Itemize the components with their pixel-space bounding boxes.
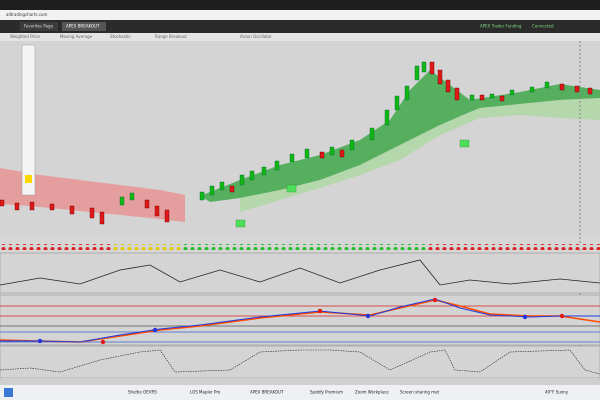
signal-boxes (235, 139, 470, 228)
tab[interactable] (20, 22, 58, 31)
green-cloud (200, 70, 600, 202)
taskbar-item[interactable]: Screen sharing met (400, 390, 440, 395)
browser-tabs (0, 0, 600, 10)
tab-label: APEX BREAKOUT (66, 24, 100, 29)
address-bar[interactable] (0, 10, 600, 20)
taskbar-item[interactable]: APEX BREAKOUT (250, 390, 284, 395)
time-axis (0, 378, 600, 385)
taskbar-item[interactable]: Zoom Workplace (355, 390, 389, 395)
bull-candles (119, 61, 550, 206)
indicator[interactable]: Range Breakout (155, 34, 187, 39)
address: alltradingcharts.com (6, 12, 47, 17)
indicator[interactable]: Weighted Price (10, 34, 41, 39)
indicator[interactable]: Moving Average (60, 34, 93, 39)
weather: 49°F Sunny (545, 390, 569, 395)
taskbar-item[interactable]: Sheltie OEVRS (128, 390, 157, 395)
red-dots (0, 244, 112, 250)
taskbar-item[interactable]: LOS Mapler Pro (190, 390, 221, 395)
red-dots (427, 244, 600, 250)
tab-label: Favorites Page (24, 24, 54, 29)
status: Connected (532, 24, 554, 29)
lower-cloud (240, 98, 600, 212)
fast-line (0, 298, 600, 343)
account: APEX Trader Funding (480, 24, 522, 29)
momentum-panel (0, 294, 600, 346)
tab[interactable] (62, 22, 106, 31)
taskbar-item[interactable]: Spotify Premium (310, 390, 343, 395)
yellow-dots (112, 244, 182, 250)
indicator[interactable]: Stochastic (110, 34, 131, 39)
stochastic-line (0, 349, 600, 375)
cross-dots (37, 297, 565, 345)
color-swatch[interactable] (25, 175, 32, 183)
app-toolbar (0, 20, 600, 33)
oscillator-panel (0, 252, 600, 294)
stochastic-panel (0, 345, 600, 379)
taskbar (0, 385, 600, 400)
indicator-bar (0, 33, 600, 41)
indicator[interactable]: Aroon Oscillator (240, 34, 272, 39)
oscillator-line (0, 259, 600, 286)
bear-candles (0, 61, 593, 225)
start-button[interactable] (4, 388, 13, 397)
drawing-toolbar[interactable] (21, 44, 36, 196)
green-dots (182, 244, 427, 250)
red-cloud (0, 168, 185, 222)
